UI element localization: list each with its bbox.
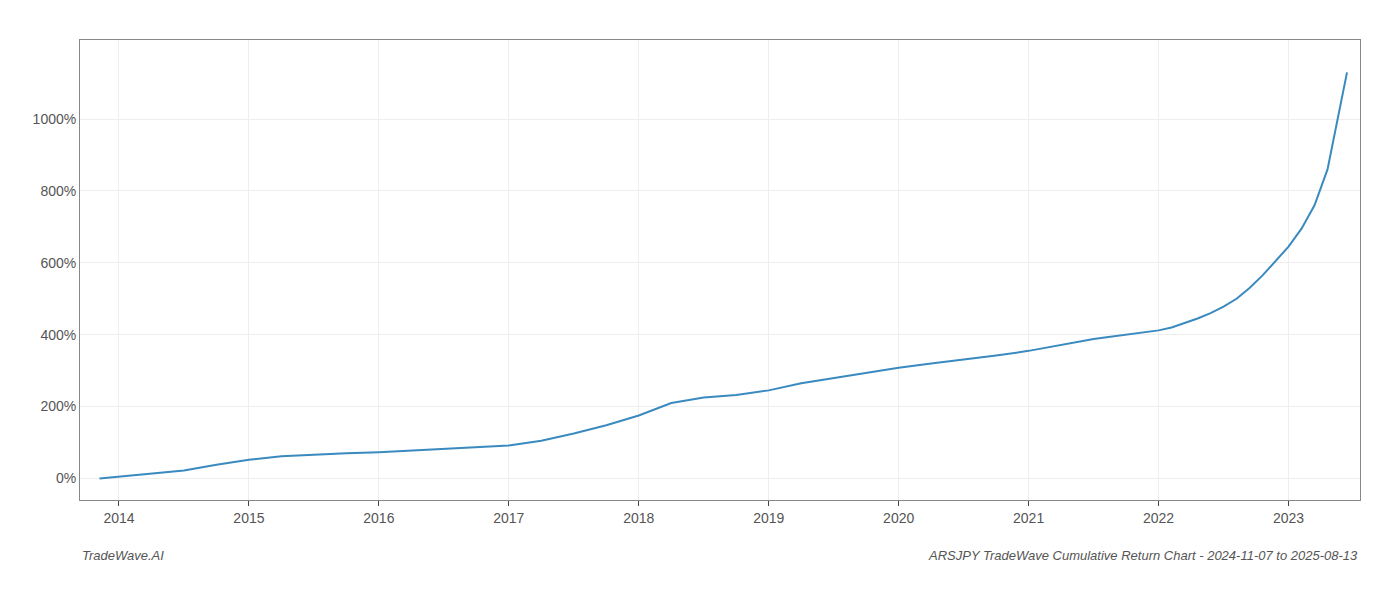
svg-text:2023: 2023 [1273,510,1304,526]
svg-text:2017: 2017 [493,510,524,526]
svg-text:2020: 2020 [883,510,914,526]
svg-text:TradeWave.AI: TradeWave.AI [82,548,164,563]
svg-text:2022: 2022 [1143,510,1174,526]
svg-text:200%: 200% [40,398,76,414]
svg-text:400%: 400% [40,327,76,343]
svg-text:1000%: 1000% [33,111,77,127]
svg-text:2014: 2014 [103,510,134,526]
svg-text:2018: 2018 [623,510,654,526]
svg-text:2016: 2016 [363,510,394,526]
svg-text:2021: 2021 [1013,510,1044,526]
svg-text:600%: 600% [40,255,76,271]
svg-text:0%: 0% [56,470,76,486]
svg-text:2015: 2015 [233,510,264,526]
svg-text:2019: 2019 [753,510,784,526]
svg-text:ARSJPY TradeWave Cumulative Re: ARSJPY TradeWave Cumulative Return Chart… [928,548,1358,563]
svg-text:800%: 800% [40,183,76,199]
